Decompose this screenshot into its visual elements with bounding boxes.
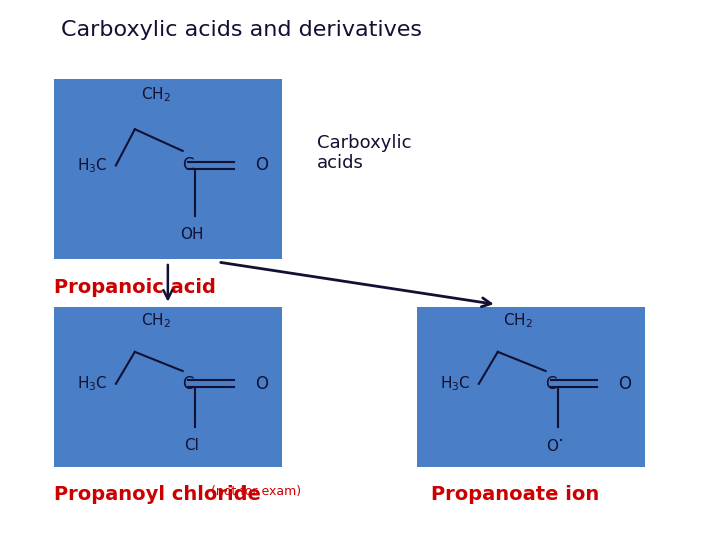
Text: Propanoate ion: Propanoate ion [431,485,600,504]
Text: OH: OH [180,227,203,242]
Text: CH$_2$: CH$_2$ [503,311,534,329]
Text: O: O [256,375,269,393]
Text: Cl: Cl [184,438,199,453]
Text: C: C [545,375,557,393]
Bar [54,307,282,467]
Text: C: C [182,375,194,393]
Text: O$^{\mathbf{·}}$: O$^{\mathbf{·}}$ [546,438,563,454]
Bar [54,79,282,259]
Bar [417,307,644,467]
Text: CH$_2$: CH$_2$ [140,85,171,104]
Text: Carboxylic
acids: Carboxylic acids [318,133,412,172]
Text: H$_3$C: H$_3$C [77,156,107,175]
Text: C: C [182,157,194,174]
Text: Carboxylic acids and derivatives: Carboxylic acids and derivatives [61,20,422,40]
Text: CH$_2$: CH$_2$ [140,311,171,329]
Text: Propanoic acid: Propanoic acid [54,278,216,297]
Text: H$_3$C: H$_3$C [440,374,470,393]
Text: Propanoyl chloride: Propanoyl chloride [54,485,261,504]
Text: O: O [618,375,631,393]
Text: (not for exam): (not for exam) [210,485,301,498]
Text: H$_3$C: H$_3$C [77,374,107,393]
Text: O: O [256,157,269,174]
